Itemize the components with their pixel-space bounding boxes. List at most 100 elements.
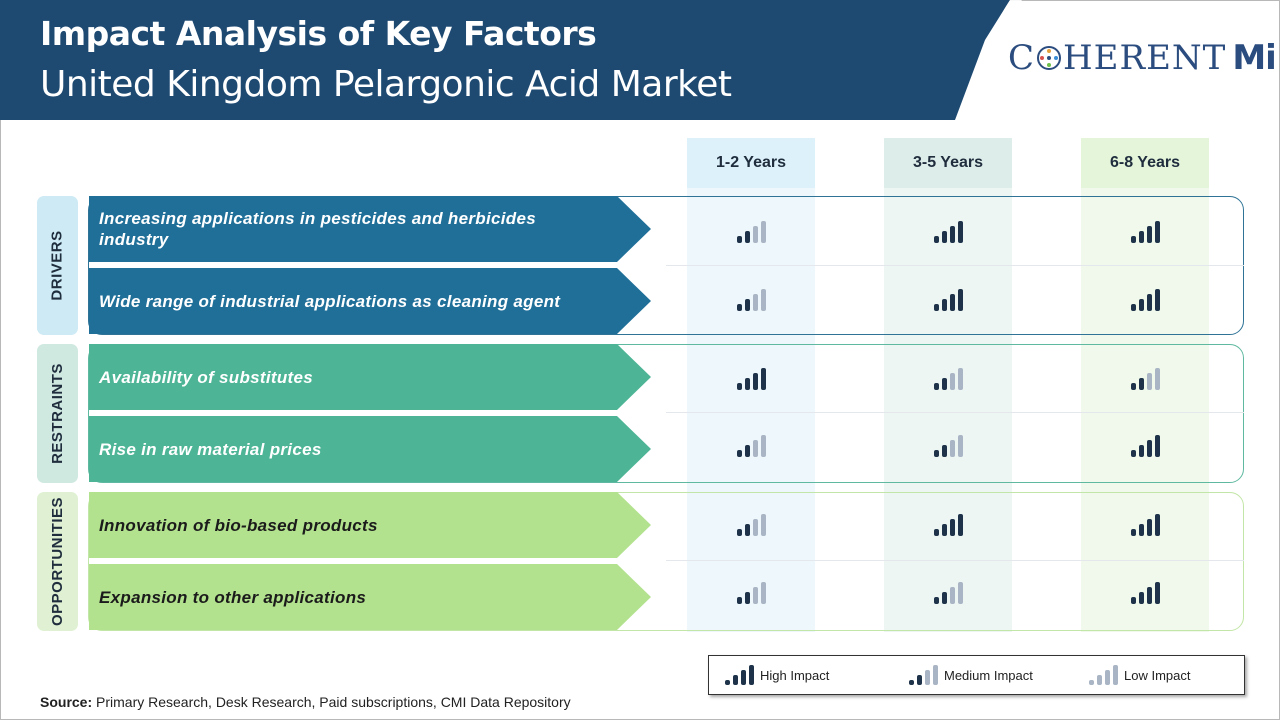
signal-bar [941, 299, 947, 311]
signal-bar [760, 289, 766, 311]
signal-bar [744, 592, 750, 604]
high-impact-icon [933, 289, 963, 311]
signal-bar [949, 519, 955, 536]
signal-bar [1105, 670, 1110, 685]
high-impact-icon [1130, 582, 1160, 604]
signal-bar [1146, 294, 1152, 311]
signal-bar [949, 294, 955, 311]
logo-globe-icon [1037, 46, 1062, 70]
signal-bar [752, 440, 758, 457]
factor-label: Availability of substitutes [99, 367, 314, 387]
column-header-6-8: 6-8 Years [1081, 138, 1209, 188]
driver-arrow-shape [89, 196, 651, 262]
page-title: Impact Analysis of Key Factors [40, 14, 597, 53]
signal-bar [1146, 440, 1152, 457]
signal-bar [941, 592, 947, 604]
restraints-group-box [88, 344, 1244, 483]
signal-bar [749, 665, 754, 685]
signal-bar [752, 519, 758, 536]
medium-impact-icon [736, 514, 766, 536]
impact-cell [1081, 350, 1209, 390]
signal-bar [1130, 450, 1136, 457]
signal-bar [1154, 289, 1160, 311]
signal-bar [957, 514, 963, 536]
signal-bar [941, 378, 947, 390]
high-impact-icon [725, 665, 754, 685]
impact-cell [884, 496, 1012, 536]
signal-bar [760, 435, 766, 457]
factor-label: Rise in raw material prices [99, 439, 322, 459]
header-banner [0, 0, 1022, 120]
drivers-label: DRIVERS [49, 230, 66, 301]
medium-impact-icon [736, 582, 766, 604]
signal-bar [760, 514, 766, 536]
signal-bar [909, 680, 914, 685]
column-bg-1-2 [687, 138, 815, 632]
factor-label: Increasing applications in pesticides an… [99, 209, 536, 249]
signal-bar [949, 587, 955, 604]
impact-cell [1081, 417, 1209, 457]
page-subtitle: United Kingdom Pelargonic Acid Market [40, 64, 732, 105]
factor-label: Expansion to other applications [99, 587, 367, 607]
legend-item-high: High Impact [725, 656, 829, 694]
signal-bar [1138, 445, 1144, 457]
restraint-factor-1: Availability of substitutes [89, 344, 651, 410]
signal-bar [1138, 299, 1144, 311]
signal-bar [1146, 519, 1152, 536]
signal-bar [933, 236, 939, 243]
signal-bar [949, 226, 955, 243]
signal-bar [741, 670, 746, 685]
medium-impact-icon [933, 435, 963, 457]
signal-bar [1130, 529, 1136, 536]
signal-bar [941, 445, 947, 457]
signal-bar [1138, 524, 1144, 536]
signal-bar [933, 304, 939, 311]
signal-bar [933, 529, 939, 536]
signal-bar [752, 294, 758, 311]
signal-bar [733, 675, 738, 685]
signal-bar [917, 675, 922, 685]
source-note: Source: Primary Research, Desk Research,… [40, 694, 571, 710]
signal-bar [941, 231, 947, 243]
signal-bar [1113, 665, 1118, 685]
restraint-arrow-shape [89, 416, 651, 482]
signal-bar [1138, 378, 1144, 390]
signal-bar [957, 582, 963, 604]
high-impact-icon [1130, 435, 1160, 457]
medium-impact-icon [736, 435, 766, 457]
restraints-side-tab: RESTRAINTS [37, 344, 78, 483]
driver-arrow-shape [89, 268, 651, 334]
high-impact-icon [1130, 289, 1160, 311]
signal-bar [744, 231, 750, 243]
signal-bar [933, 665, 938, 685]
impact-cell [687, 203, 815, 243]
driver-factor-1: Increasing applications in pesticides an… [89, 196, 651, 262]
legend-item-low: Low Impact [1089, 656, 1190, 694]
opportunities-group-box [88, 492, 1244, 631]
drivers-side-tab: DRIVERS [37, 196, 78, 335]
medium-impact-icon [933, 368, 963, 390]
high-impact-icon [1130, 221, 1160, 243]
signal-bar [1146, 373, 1152, 390]
driver-factor-2: Wide range of industrial applications as… [89, 268, 651, 334]
restraint-arrow-shape [89, 344, 651, 410]
impact-cell [1081, 271, 1209, 311]
column-bg-6-8 [1081, 138, 1209, 632]
impact-legend: High Impact Medium Impact Low Impact [708, 655, 1245, 695]
signal-bar [1130, 236, 1136, 243]
signal-bar [744, 524, 750, 536]
signal-bar [1154, 514, 1160, 536]
high-impact-icon [933, 221, 963, 243]
signal-bar [1154, 435, 1160, 457]
medium-impact-icon [1130, 368, 1160, 390]
signal-bar [949, 373, 955, 390]
high-impact-icon [736, 368, 766, 390]
medium-impact-icon [909, 665, 938, 685]
signal-bar [725, 680, 730, 685]
signal-bar [1138, 592, 1144, 604]
impact-cell [884, 564, 1012, 604]
opportunity-factor-2: Expansion to other applications [89, 564, 651, 630]
signal-bar [736, 304, 742, 311]
signal-bar [1130, 383, 1136, 390]
company-logo: C HERENT Mi [1008, 38, 1277, 78]
